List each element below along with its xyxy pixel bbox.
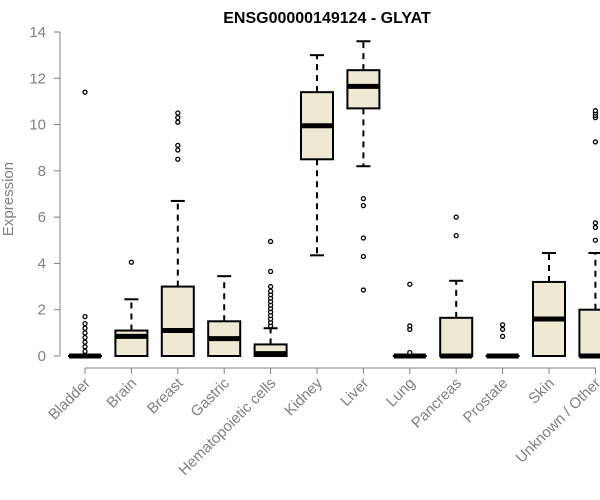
outlier-point [267, 288, 274, 294]
box-pancreas [439, 214, 474, 359]
x-tick-label: Prostate [460, 375, 512, 427]
box-liver [346, 40, 381, 293]
outlier-point [175, 119, 181, 125]
y-tick-label: 4 [38, 255, 46, 272]
outlier-point [82, 348, 88, 355]
outlier-point [175, 114, 181, 121]
x-tick-label: Bladder [45, 375, 94, 424]
box-breast [160, 110, 195, 358]
outlier-point [175, 156, 181, 162]
box-kidney [300, 54, 334, 257]
outlier-point [82, 339, 88, 345]
outlier-point [175, 147, 181, 153]
y-tick-label: 6 [38, 209, 46, 226]
box-lung [392, 281, 427, 359]
y-tick-label: 2 [38, 302, 46, 319]
outlier-point [592, 139, 599, 145]
outlier-point [360, 202, 367, 209]
outlier-point [267, 238, 274, 245]
outlier-point [592, 108, 599, 114]
box-brain [114, 259, 149, 357]
chart-title: ENSG00000149124 - GLYAT [223, 10, 431, 27]
outlier-point [360, 253, 367, 260]
outlier-point [499, 322, 506, 328]
box-hematopoietic-cells [253, 238, 288, 357]
outlier-point [499, 333, 506, 339]
outlier-point [82, 314, 88, 320]
outlier-point [407, 323, 413, 329]
box-gastric [207, 275, 242, 357]
box-prostate [485, 322, 520, 359]
outlier-point [175, 142, 181, 149]
outlier-point [82, 334, 88, 341]
y-tick-label: 8 [38, 163, 46, 180]
x-tick-label: Brain [103, 375, 140, 412]
x-tick-label: Kidney [281, 374, 326, 419]
box-bladder [68, 89, 102, 359]
iqr-box [346, 69, 381, 110]
y-tick-label: 10 [29, 117, 46, 134]
outlier-point [453, 214, 459, 220]
outlier-point [267, 268, 274, 275]
outlier-point [592, 220, 599, 226]
iqr-box [439, 316, 474, 358]
outlier-point [360, 235, 367, 241]
outlier-point [592, 224, 599, 231]
outlier-point [453, 233, 459, 239]
x-tick-label: Gastric [187, 374, 233, 420]
x-tick-label: Breast [144, 374, 187, 417]
outlier-point [82, 320, 88, 327]
y-axis-label: Expression [0, 162, 17, 236]
x-tick-label: Skin [525, 375, 558, 408]
x-tick-label: Unknown / Other [513, 375, 600, 467]
outlier-point [360, 287, 367, 293]
x-tick-label: Pancreas [408, 375, 465, 432]
y-tick-label: 0 [38, 348, 46, 365]
outlier-point [407, 349, 413, 356]
outlier-point [267, 283, 274, 290]
x-tick-label: Lung [383, 375, 419, 411]
iqr-box [578, 308, 600, 358]
box-skin [532, 252, 566, 358]
iqr-box [160, 285, 195, 358]
outlier-point [499, 326, 506, 333]
outlier-point [82, 89, 88, 95]
outlier-point [82, 325, 88, 331]
x-tick-label: Liver [337, 375, 372, 410]
box-series [68, 40, 600, 359]
y-tick-label: 12 [29, 70, 46, 87]
outlier-point [407, 281, 413, 287]
outlier-point [592, 237, 599, 243]
box-unknown-other [578, 108, 600, 359]
outlier-point [82, 330, 88, 336]
outlier-point [128, 259, 135, 265]
y-tick-label: 14 [29, 24, 46, 41]
outlier-point [360, 195, 367, 202]
outlier-point [175, 110, 181, 116]
outlier-point [82, 344, 88, 350]
